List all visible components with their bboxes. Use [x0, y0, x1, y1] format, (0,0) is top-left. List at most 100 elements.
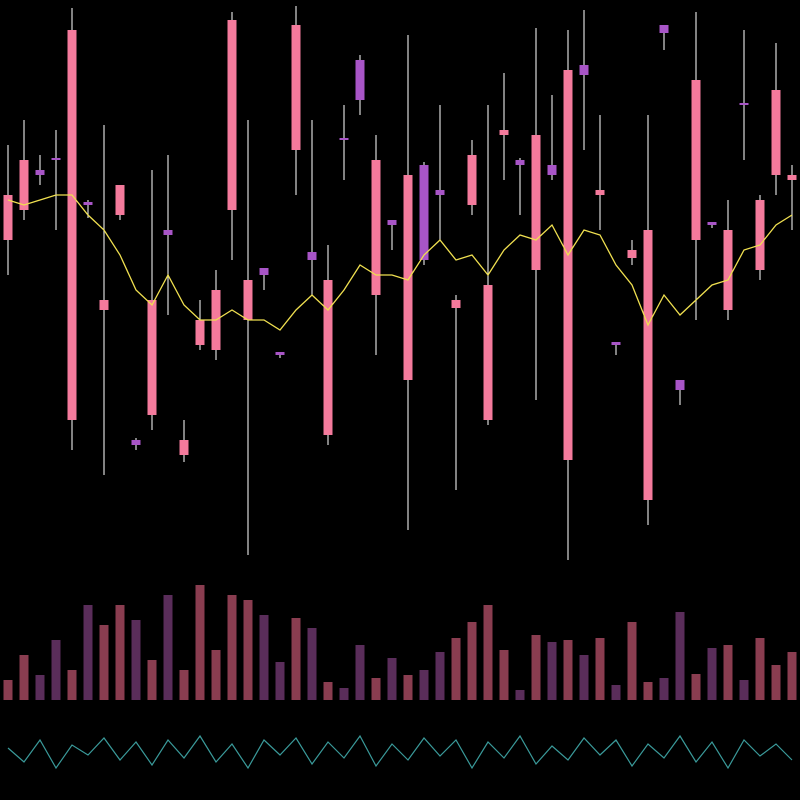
volume-bar [196, 585, 205, 700]
volume-bar [356, 645, 365, 700]
candle-body [532, 135, 541, 270]
volume-bar [404, 675, 413, 700]
volume-bar [532, 635, 541, 700]
volume-bar [20, 655, 29, 700]
candle-body [548, 165, 557, 175]
volume-bar [212, 650, 221, 700]
volume-bar [596, 638, 605, 700]
candle-body [676, 380, 685, 390]
candle-body [772, 90, 781, 175]
volume-bar [724, 645, 733, 700]
volume-bar [756, 638, 765, 700]
candle-body [100, 300, 109, 310]
candle-body [52, 158, 61, 160]
volume-bar [4, 680, 13, 700]
volume-bar [372, 678, 381, 700]
candle-body [276, 352, 285, 355]
volume-bar [548, 642, 557, 700]
volume-bar [52, 640, 61, 700]
volume-bar [484, 605, 493, 700]
volume-bar [580, 655, 589, 700]
candle-body [500, 130, 509, 135]
volume-bar [740, 680, 749, 700]
candle-body [564, 70, 573, 460]
volume-bar [468, 622, 477, 700]
candlestick-chart [0, 0, 800, 800]
candle-body [484, 285, 493, 420]
candle-body [612, 342, 621, 345]
candle-body [196, 320, 205, 345]
volume-bar [148, 660, 157, 700]
candle-body [740, 103, 749, 105]
volume-bars [4, 585, 797, 700]
candle-body [724, 230, 733, 310]
volume-bar [516, 690, 525, 700]
volume-bar [100, 625, 109, 700]
candle-body [4, 195, 13, 240]
moving-average-line [8, 195, 792, 330]
volume-bar [228, 595, 237, 700]
volume-bar [388, 658, 397, 700]
volume-bar [116, 605, 125, 700]
volume-bar [36, 675, 45, 700]
volume-bar [308, 628, 317, 700]
volume-bar [708, 648, 717, 700]
volume-bar [340, 688, 349, 700]
candle-body [340, 138, 349, 140]
candle-body [580, 65, 589, 75]
candle-body [308, 252, 317, 260]
volume-bar [260, 615, 269, 700]
volume-bar [452, 638, 461, 700]
volume-bar [132, 620, 141, 700]
candle-body [452, 300, 461, 308]
candles-layer [4, 6, 797, 560]
candle-body [628, 250, 637, 258]
candle-body [36, 170, 45, 175]
volume-bar [564, 640, 573, 700]
volume-bar [788, 652, 797, 700]
candle-body [420, 165, 429, 260]
candle-body [644, 230, 653, 500]
volume-bar [692, 674, 701, 700]
candle-body [164, 230, 173, 235]
candle-body [324, 280, 333, 435]
candle-body [68, 30, 77, 420]
candle-body [708, 222, 717, 225]
candle-body [468, 155, 477, 205]
volume-bar [436, 652, 445, 700]
volume-bar [660, 678, 669, 700]
candle-body [756, 200, 765, 270]
volume-bar [420, 670, 429, 700]
volume-bar [276, 662, 285, 700]
volume-bar [164, 595, 173, 700]
candle-body [20, 160, 29, 210]
volume-bar [68, 670, 77, 700]
candle-body [388, 220, 397, 225]
candle-body [292, 25, 301, 150]
candle-body [788, 175, 797, 180]
candle-body [244, 280, 253, 320]
volume-bar [292, 618, 301, 700]
volume-bar [628, 622, 637, 700]
candle-body [180, 440, 189, 455]
candle-body [356, 60, 365, 100]
volume-bar [324, 682, 333, 700]
volume-bar [772, 665, 781, 700]
candle-body [436, 190, 445, 195]
candle-body [116, 185, 125, 215]
volume-bar [84, 605, 93, 700]
candle-body [404, 175, 413, 380]
candle-body [260, 268, 269, 275]
volume-bar [612, 685, 621, 700]
candle-body [596, 190, 605, 195]
candle-body [148, 300, 157, 415]
volume-bar [180, 670, 189, 700]
candle-body [692, 80, 701, 240]
oscillator-line [8, 736, 792, 768]
candle-body [132, 440, 141, 445]
volume-bar [244, 600, 253, 700]
volume-bar [676, 612, 685, 700]
candle-body [516, 160, 525, 165]
candle-body [84, 202, 93, 205]
volume-bar [500, 650, 509, 700]
